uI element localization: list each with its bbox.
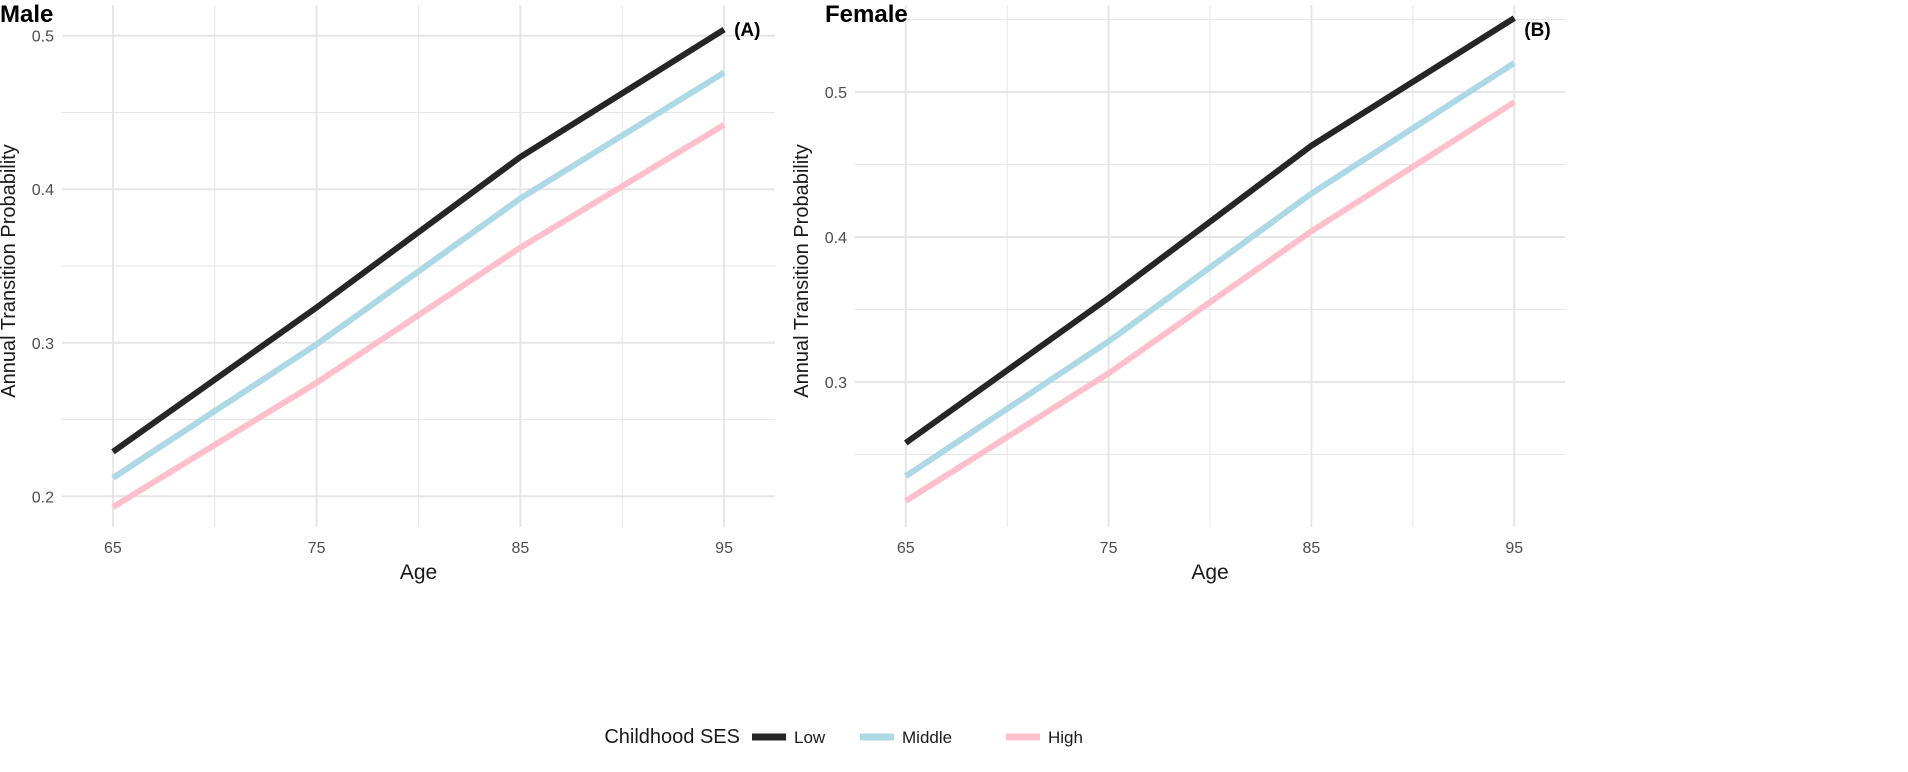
- legend-label-high: High: [1048, 728, 1083, 747]
- series-line-high: [904, 99, 1516, 504]
- x-tick-label: 65: [897, 540, 915, 557]
- y-tick-label: 0.3: [32, 336, 54, 353]
- legend-label-low: Low: [794, 728, 826, 747]
- panel-title: Female: [825, 1, 908, 28]
- panel-tag: (B): [1524, 20, 1550, 41]
- x-axis-label: Age: [400, 561, 437, 584]
- series-line-low: [111, 27, 726, 455]
- x-tick-label: 75: [308, 540, 326, 557]
- series-line-middle: [111, 70, 726, 481]
- x-tick-label: 95: [715, 540, 733, 557]
- series-line-high: [111, 122, 726, 510]
- legend-title: Childhood SES: [604, 726, 740, 748]
- legend-label-middle: Middle: [902, 728, 952, 747]
- x-tick-label: 85: [1303, 540, 1321, 557]
- panel-title: Male: [0, 1, 53, 28]
- series-line-middle: [904, 60, 1516, 479]
- x-tick-label: 65: [104, 540, 122, 557]
- y-tick-label: 0.4: [32, 182, 54, 199]
- legend: Childhood SES Low Middle High: [604, 726, 1083, 748]
- panel-tag: (A): [734, 20, 760, 41]
- x-tick-label: 85: [511, 540, 529, 557]
- y-tick-label: 0.2: [32, 489, 54, 506]
- female-panel: 65 75 85 95 0.3 0.4 0.5 Female (B) Age Annual Tran…: [791, 1, 1565, 584]
- series-line-low: [903, 15, 1516, 446]
- y-axis-label: Annual Transition Probability: [0, 144, 20, 397]
- y-tick-label: 0.5: [32, 29, 54, 46]
- y-tick-label: 0.5: [825, 85, 847, 102]
- x-tick-label: 75: [1100, 540, 1118, 557]
- y-tick-label: 0.4: [825, 230, 847, 247]
- x-tick-label: 95: [1505, 540, 1523, 557]
- x-axis-label: Age: [1191, 561, 1228, 584]
- y-axis-label: Annual Transition Probability: [791, 144, 813, 397]
- y-tick-label: 0.3: [825, 375, 847, 392]
